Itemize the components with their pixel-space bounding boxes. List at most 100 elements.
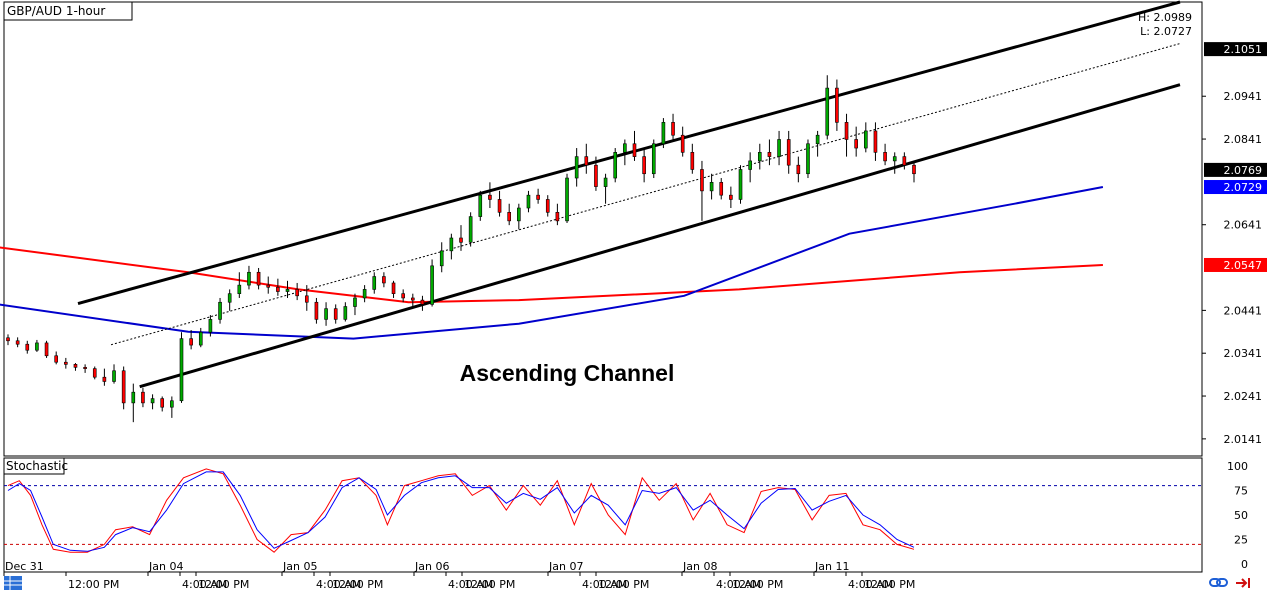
channel-annotation: Ascending Channel [460,360,675,386]
candle [536,188,540,204]
candle-body [160,398,165,408]
y-tick-label: 2.0941 [1224,90,1263,103]
candle [623,139,627,166]
x-tick-label: 12:00 PM [198,578,249,591]
candle-body [574,156,579,179]
candle-body [343,306,348,320]
candle-body [150,398,155,404]
price-axis: 2.0941 2.0841 2.0641 2.0441 2.0341 2.0241 2.01… [1202,90,1262,446]
candle [854,126,858,157]
candle [121,366,126,410]
candle [430,259,434,307]
candle [208,315,213,337]
candle [54,351,58,365]
candle [844,113,849,157]
candle-body [362,289,367,299]
grid-menu-icon[interactable] [4,576,22,590]
candle [362,285,367,303]
candle-body [459,237,463,243]
y-tick-label: 2.0241 [1224,390,1263,403]
candle-body [468,216,473,243]
x-tick-label: 12:00 PM [732,578,783,591]
arrow-right-icon[interactable] [1236,578,1250,588]
x-tick-label: 12:00 PM [332,578,383,591]
stochastic-tick-label: 100 [1227,460,1248,473]
candle [170,396,174,418]
channel-upper-line [77,0,1181,305]
candle [825,75,830,140]
candle-body [227,293,232,303]
chain-link-icon[interactable] [1209,578,1228,587]
stochastic-d-line [7,471,915,552]
y-tick-label: 2.0141 [1224,433,1263,446]
candle-body [6,337,10,342]
price-tag-bg [1204,162,1267,177]
candle-body [651,143,656,175]
candle [449,233,454,260]
candle-body [700,169,704,192]
candle [15,337,20,348]
candle-body [536,194,540,200]
candle [102,368,107,386]
candle [642,148,646,183]
x-tick-label: 4:00 AM [448,578,493,591]
candle [247,265,251,290]
candle [372,272,377,294]
candle-body [883,152,887,162]
candle-body [324,308,328,320]
candle [333,304,338,324]
candlesticks [6,75,916,423]
candle-body [671,122,675,136]
candle [73,363,78,371]
candle-body [517,207,521,222]
candle [160,396,165,412]
candle [266,276,271,294]
candle-body [170,400,174,408]
candle [892,152,897,174]
candle-body [594,164,598,187]
price-plot-frame [3,1,1203,457]
candle [671,113,675,140]
candle-body [835,87,839,123]
candle [420,295,425,311]
x-tick-label: 12:00 PM [598,578,649,591]
candle [150,394,155,410]
x-tick-label: 4:00 AM [182,578,227,591]
candle-body [54,355,58,363]
candle [411,293,415,307]
candle-body [661,122,666,145]
candle-body [141,391,145,404]
candle-body [92,368,97,378]
candle-body [266,284,271,288]
candle [719,178,724,200]
candle [651,139,656,179]
candle-body [285,289,290,292]
stochastic-tick-label: 50 [1234,509,1248,522]
candle-body [603,177,608,187]
candle [198,327,203,348]
candle-body [25,343,30,351]
candle-body [642,156,646,175]
candle-body [353,297,357,307]
candle [112,364,116,384]
candle [391,280,396,298]
candle [632,130,637,161]
price-tag-label: 2.0547 [1224,259,1263,272]
candle [526,190,531,213]
candle-body [237,284,242,294]
candle-body [304,295,309,303]
candle-body [112,370,116,382]
candle-body [709,182,714,192]
price-tag-label: 2.0769 [1224,164,1263,177]
candle [748,152,752,183]
candle [806,139,810,179]
candle [295,282,299,301]
candle [304,285,309,311]
candle [131,383,136,423]
candle [343,302,348,322]
stochastic-tick-label: 75 [1234,485,1248,498]
candle [767,139,772,166]
candle-body [83,367,87,369]
candle-body [449,237,454,252]
